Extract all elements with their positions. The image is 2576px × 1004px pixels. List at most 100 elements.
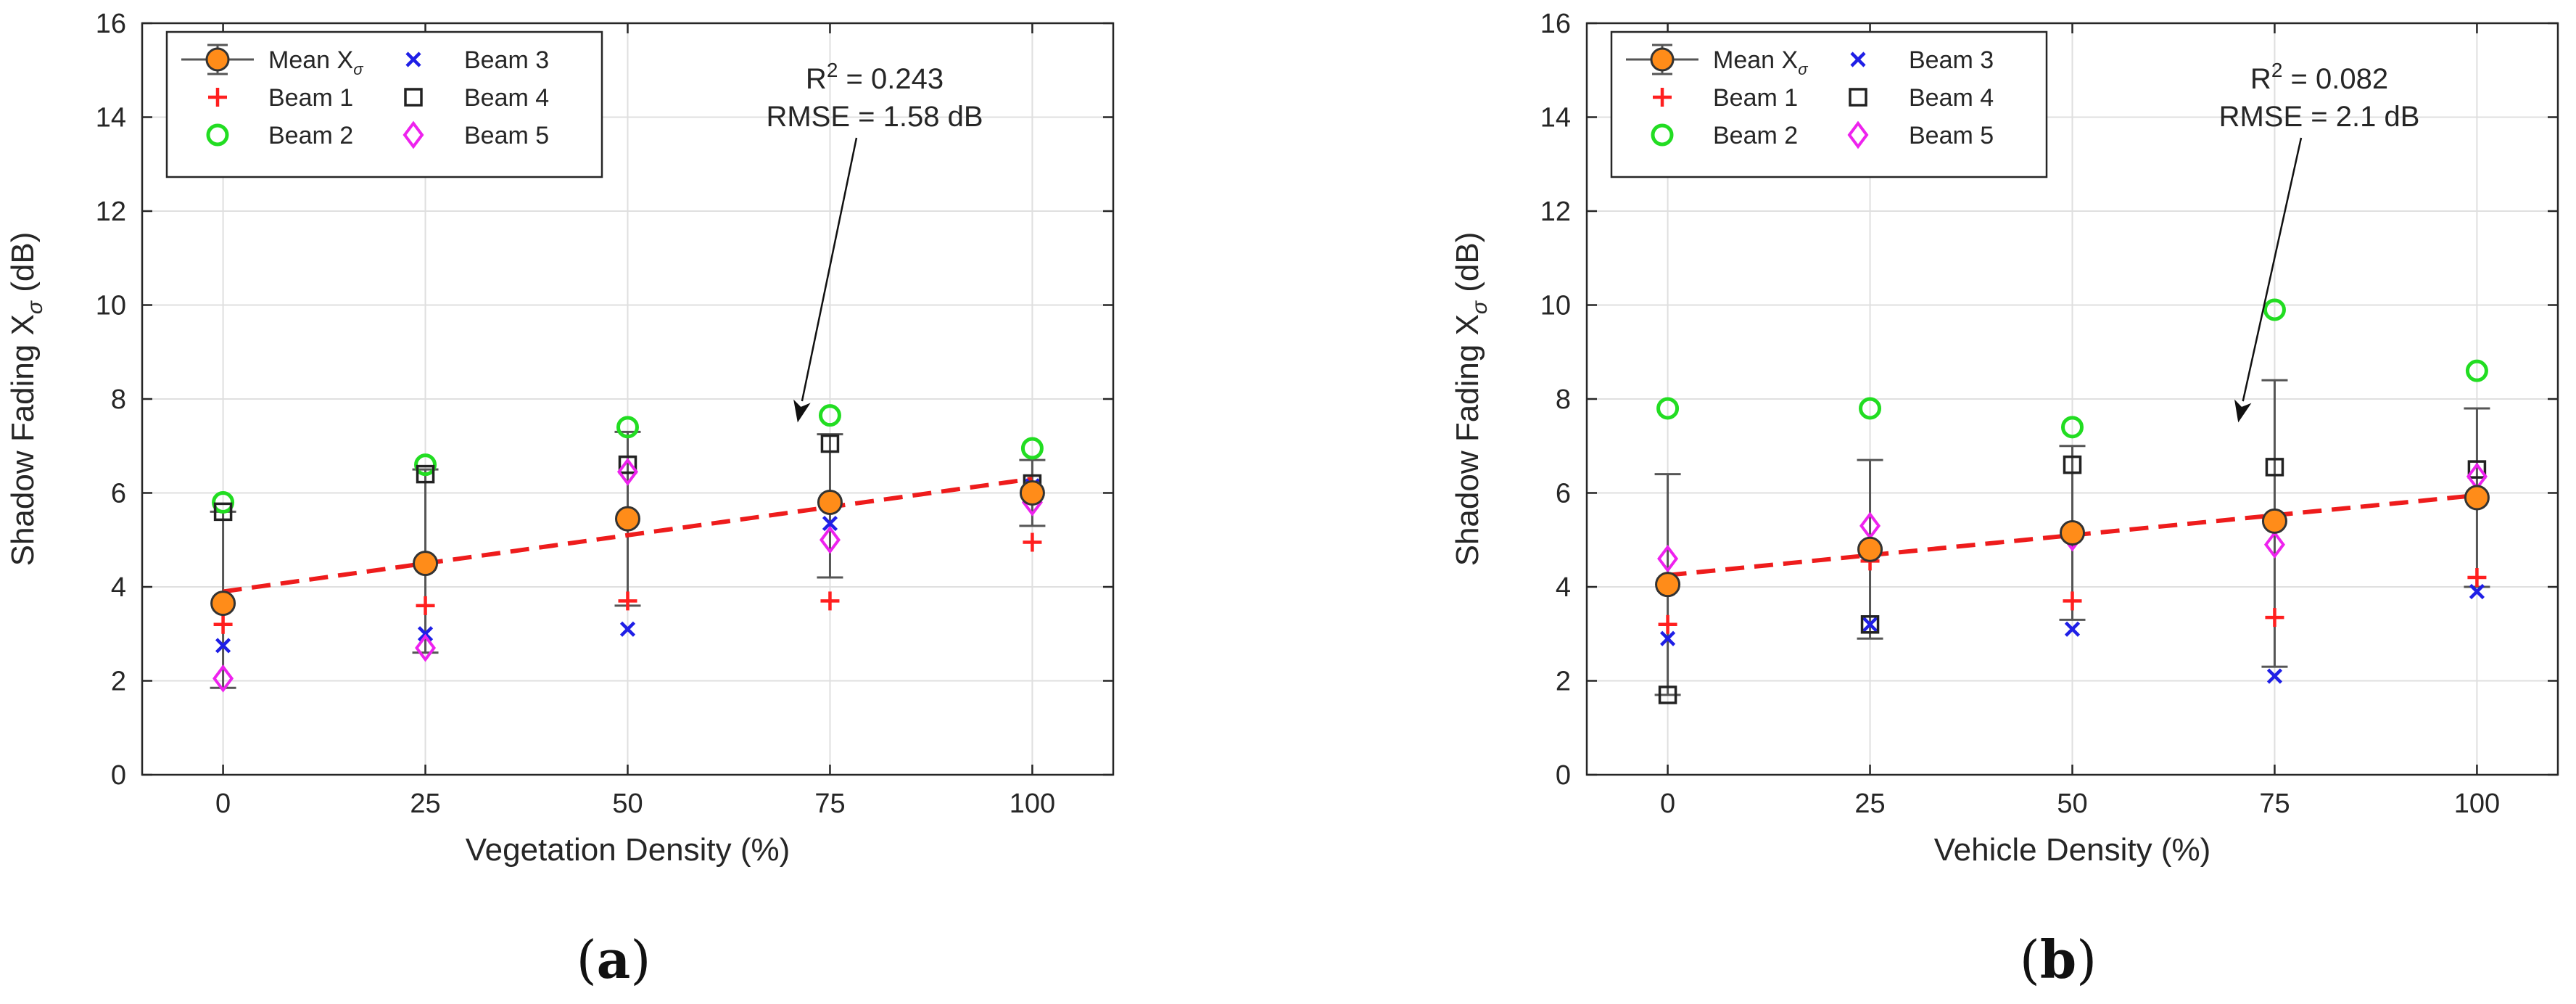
beam-3-point-b [2469,583,2485,600]
beam-4-point [416,464,435,484]
legend-mean-marker [205,47,230,72]
legend-beam-4-label: Beam 4 [464,84,549,112]
legend-beam-5-marker [402,120,424,149]
annotation-r2: R2 = 0.082 [2250,59,2388,95]
panel-a: 0 25 50 75 100 0 2 4 6 8 10 12 14 16 Vegetation Densit… [5,9,1115,990]
beam-2-point [2263,298,2286,321]
x-tick-label: 75 [814,789,845,819]
beam-1-point [213,614,233,634]
beam-3-point [1862,617,1878,633]
legend-box [1610,30,2048,178]
series-beam-4 [1658,455,2487,704]
beam-4-point [1658,686,1677,704]
annotation-r2-sup: 2 [2271,59,2283,81]
mean-point [413,551,439,577]
annotation-r2-value: = 0.243 [838,63,944,95]
panel-caption: (b) [2020,929,2097,990]
annotation-r2-symbol: R [806,63,827,95]
y-axis-label-unit: (dB) [5,232,41,301]
annotation-r2-sup: 2 [827,59,838,81]
mean-point [615,506,640,532]
legend-beam-2-marker [1651,123,1674,147]
beam-2-point [616,416,639,439]
beam-3-point [822,515,838,532]
beam-1-point [2063,591,2082,611]
beam-4-point [820,434,840,453]
annotation-r2: R2 = 0.243 [806,59,944,95]
annotation-r2-value: = 0.082 [2282,63,2388,95]
x-tick-label: 50 [2057,789,2087,819]
beam-5-point [617,458,638,486]
annotation-arrow-line [801,137,858,402]
panel-caption-close: ) [630,929,651,990]
y-axis-label-main: Shadow Fading X [5,314,41,566]
legend-beam-2-marker [206,123,229,147]
panel-caption: (a) [577,929,651,990]
x-tick-label: 0 [215,789,231,819]
beam-4-point [213,502,233,522]
x-axis-label: Vegetation Density (%) [466,832,790,868]
y-tick-label: 16 [1540,9,1571,39]
x-axis-label: Vehicle Density (%) [1934,832,2210,868]
legend-mean-label-sub: σ [1798,60,1808,78]
panel-caption-letter: a [597,929,631,990]
beam-1-point [2265,608,2284,628]
x-tick-label: 0 [1660,789,1675,819]
series-beam-2 [212,404,1044,514]
beam-1-point [416,596,435,615]
beam-4-point [2467,460,2487,479]
panel-b: 0 25 50 75 100 0 2 4 6 8 10 12 14 16 Vehicle Density (… [1450,9,2559,990]
legend-beam-3-marker-b [1850,52,1866,67]
y-tick-label: 10 [1540,291,1571,321]
beam-2-point [1020,437,1044,460]
mean-point [2464,485,2490,511]
beam-5-point [415,633,437,662]
mean-point [2261,508,2287,534]
mean-point [210,591,236,617]
beam-3-point-b [2266,668,2283,684]
beam-2-point [414,453,437,477]
legend-beam-4-marker [404,88,423,107]
y-axis-label: Shadow Fading Xσ (dB) [5,232,47,567]
beam-3-point [2266,668,2283,684]
series-beam-5 [212,458,1043,693]
beam-1-point [2467,568,2487,588]
legend-beam-2-label: Beam 2 [1713,122,1798,149]
y-axis-label-sub: σ [23,300,47,314]
beam-2-point [1656,397,1680,420]
x-tick-label: 25 [1854,789,1885,819]
annotation-arrow-head [2234,399,2252,423]
legend-beam-3-label: Beam 3 [464,46,549,74]
x-tick-label: 75 [2259,789,2290,819]
panel-caption-letter: b [2040,929,2076,990]
y-tick-label: 12 [96,197,126,227]
y-tick-label: 4 [1556,572,1571,603]
y-tick-label: 6 [111,479,126,509]
legend-beam-1-marker [208,88,227,107]
annotation-arrow-line [2242,137,2303,402]
annotation-arrow-head [793,399,811,423]
series-mean [210,480,1045,617]
y-axis-label-sub: σ [1468,300,1492,314]
y-tick-label: 10 [96,291,126,321]
legend-beam-1-label: Beam 1 [268,84,353,112]
legend-beam-3-marker [1850,52,1866,67]
legend-beam-4-marker [1849,88,1867,107]
y-tick-label: 4 [111,572,126,603]
beam-5-point [2263,530,2285,559]
beam-4-point [2265,458,2284,477]
legend-mean-label: Mean Xσ [1713,46,1808,78]
legend-mean-label-sub: σ [353,60,363,78]
x-tick-label: 50 [612,789,643,819]
y-tick-label: 8 [111,384,126,415]
annotation-rmse: RMSE = 2.1 dB [2219,101,2420,133]
mean-point [817,489,843,515]
panel-caption-close: ) [2076,929,2097,990]
annotation-r2-symbol: R [2250,63,2271,95]
beam-2-point [2061,416,2084,439]
legend-beam-3-marker [405,52,421,67]
y-axis-label-unit: (dB) [1450,232,1485,301]
legend-beam-4-label: Beam 4 [1909,84,1994,112]
y-axis-label-main: Shadow Fading X [1450,314,1485,566]
